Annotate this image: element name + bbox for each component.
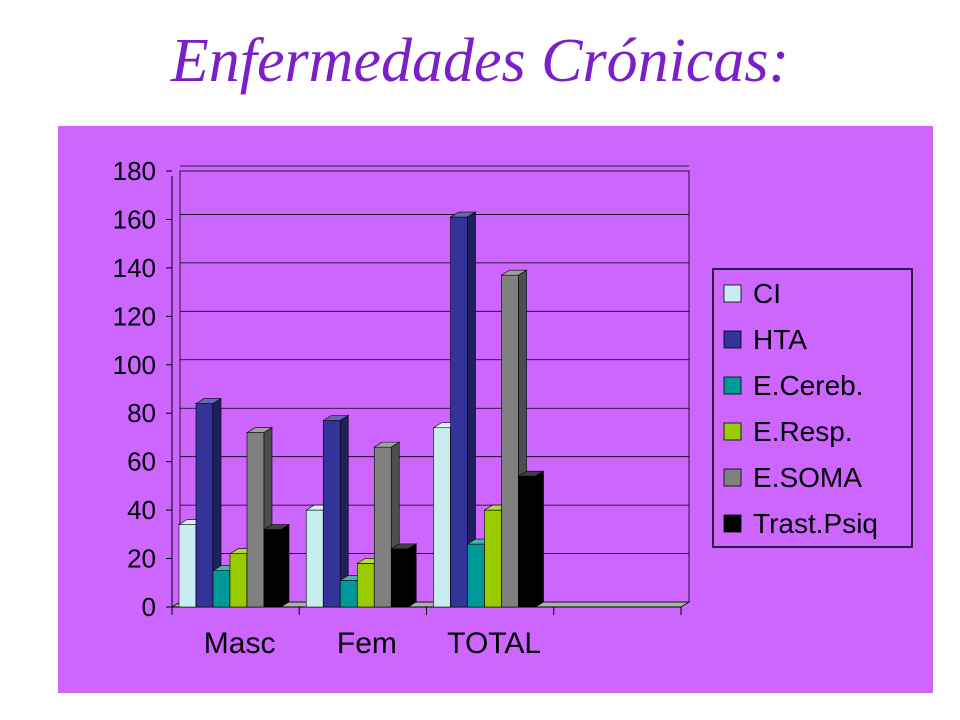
category-label: Masc xyxy=(204,627,276,660)
bar-front xyxy=(356,563,375,608)
legend-label: Trast.Psiq xyxy=(753,508,878,539)
y-tick-label: 180 xyxy=(113,156,156,186)
legend-box xyxy=(712,268,913,548)
bar xyxy=(517,470,545,608)
legend-swatch xyxy=(723,376,742,395)
bar-front xyxy=(322,420,341,608)
bar-front xyxy=(467,543,485,608)
bar-front xyxy=(195,403,214,608)
bar-front xyxy=(246,432,265,608)
category-label: TOTAL xyxy=(447,627,541,660)
bar-side xyxy=(407,543,417,608)
y-tick-label: 20 xyxy=(127,544,156,574)
y-tick-label: 80 xyxy=(127,398,156,428)
bar-front xyxy=(178,524,197,608)
legend-label: E.Cereb. xyxy=(753,370,864,401)
bar-front xyxy=(212,570,231,608)
bar-front xyxy=(263,529,282,608)
y-tick-label: 0 xyxy=(142,592,156,622)
y-tick-label: 120 xyxy=(113,301,156,331)
legend-swatch xyxy=(723,330,742,349)
bar-front xyxy=(373,446,392,608)
bar xyxy=(322,414,350,608)
legend: CI HTA E.Cereb. E.Resp. E.SOMA Trast.Psiq xyxy=(712,268,913,548)
bar-front xyxy=(450,216,468,608)
bar-side xyxy=(535,470,544,608)
bar-front xyxy=(339,580,358,608)
bar-front xyxy=(305,509,324,608)
bar-front xyxy=(484,509,502,608)
plot-area: 0 20 40 60 80 100 120 140 160 180 Masc Fem TOTAL xyxy=(113,156,691,660)
bar-front xyxy=(518,475,536,608)
chart-panel: 0 20 40 60 80 100 120 140 160 180 Masc Fem TOTAL CI H… xyxy=(58,126,933,693)
y-tick-label: 40 xyxy=(127,495,156,525)
bar xyxy=(390,543,418,608)
y-tick-label: 60 xyxy=(127,447,156,477)
y-tick-label: 100 xyxy=(113,350,156,380)
bar xyxy=(449,211,477,608)
bar-chart: 0 20 40 60 80 100 120 140 160 180 Masc Fem TOTAL CI H… xyxy=(113,156,913,660)
bar-front xyxy=(390,548,409,608)
bar xyxy=(262,523,291,608)
y-tick-label: 160 xyxy=(113,204,156,234)
legend-label: E.SOMA xyxy=(753,462,862,493)
legend-swatch xyxy=(723,514,742,533)
bar-side xyxy=(280,523,290,608)
legend-swatch xyxy=(723,468,742,487)
bar-front xyxy=(229,553,248,608)
legend-label: CI xyxy=(753,278,781,309)
bar-front xyxy=(501,274,519,608)
legend-swatch xyxy=(723,284,742,303)
legend-swatch xyxy=(723,422,742,441)
slide-title: Enfermedades Crónicas: xyxy=(170,27,790,95)
legend-label: E.Resp. xyxy=(753,416,853,447)
bar-front xyxy=(433,427,451,608)
legend-label: HTA xyxy=(753,324,807,355)
y-tick-label: 140 xyxy=(113,253,156,283)
category-label: Fem xyxy=(337,627,397,660)
bar xyxy=(194,397,223,608)
